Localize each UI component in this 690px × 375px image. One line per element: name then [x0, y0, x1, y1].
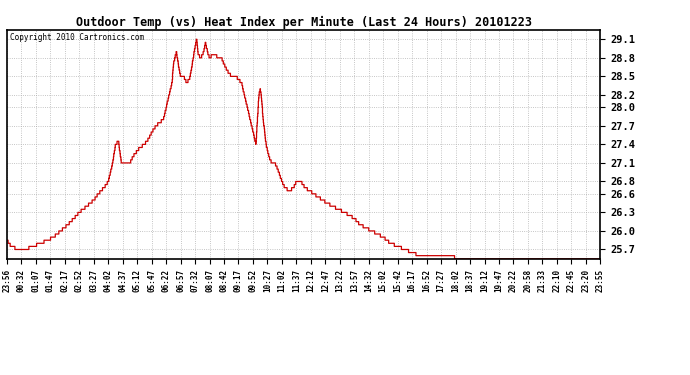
Text: Copyright 2010 Cartronics.com: Copyright 2010 Cartronics.com [10, 33, 144, 42]
Title: Outdoor Temp (vs) Heat Index per Minute (Last 24 Hours) 20101223: Outdoor Temp (vs) Heat Index per Minute … [76, 16, 531, 29]
